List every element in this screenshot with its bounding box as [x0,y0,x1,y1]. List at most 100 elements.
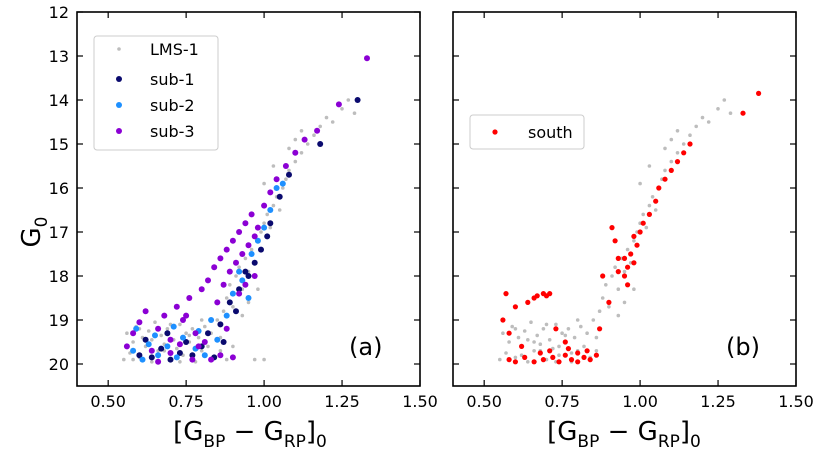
panel-b-point-south [575,359,581,365]
panel-b-x-tick-label: 0.75 [544,392,580,411]
panel-a-point-sub-1 [245,273,252,279]
panel-b: 0.50 0.75 1.00 1.25 1.50 south (b) [GBP − GR… [452,11,814,452]
panel-a-point-sub-1 [189,352,196,359]
panel-a-point-sub-3 [261,202,268,209]
panel-a-point-sub-2 [133,325,140,332]
panel-b-point-background [532,340,536,344]
panel-b-x-tick-label: 1.50 [778,392,814,411]
panel-b-point-south [512,359,519,365]
panel-b-point-background [560,331,564,336]
panel-a-x-label-mid: − G [225,417,283,447]
panel-b-point-south [553,326,559,332]
panel-a-x-tick-label: 1.00 [246,392,282,411]
panel-b-point-background [501,331,505,336]
panel-a-point-sub-3 [183,312,190,319]
panel-a-point-sub-3 [130,330,137,337]
panel-a-point-sub-3 [155,358,162,365]
panel-b-point-south [625,282,631,288]
panel-a-point-lms-1 [131,340,135,344]
panel-a-point-sub-3 [167,336,174,343]
panel-b-legend: south [469,114,585,150]
panel-a-point-lms-1 [178,322,182,327]
panel-b-point-south [612,238,618,244]
panel-b-point-background [669,159,674,164]
panel-b-point-south [547,348,553,354]
panel-a-point-lms-1 [234,274,238,278]
panel-b-point-south [506,357,512,363]
panel-a-point-sub-3 [186,295,193,301]
panel-a-point-sub-2 [201,352,208,359]
panel-b-point-background [638,181,642,186]
panel-b-point-background [529,320,533,325]
panel-b-point-south [500,317,506,323]
panel-a-point-sub-3 [229,237,236,244]
panel-b-point-background [700,115,705,120]
panel-a-point-sub-1 [233,308,239,315]
panel-b-point-south [640,220,646,226]
panel-b-point-south [628,251,634,257]
panel-a-point-lms-1 [175,346,179,351]
panel-a-point-sub-2 [254,237,261,244]
panel-a-point-sub-3 [217,255,224,262]
panel-b-point-south [615,255,621,261]
panel-b-point-south [740,110,746,116]
panel-a-x-label-sub1: BP [203,432,225,452]
panel-b-point-south [621,255,628,261]
panel-b-point-background [604,283,608,287]
panel-b-point-background [616,287,621,292]
panel-a-point-sub-2 [170,323,177,330]
panel-b-point-background [513,327,518,331]
panel-a-point-sub-1 [158,345,165,352]
panel-b-x-tick-label: 1.00 [622,392,658,411]
panel-a-point-sub-3 [211,264,218,271]
panel-b-point-south [634,242,640,248]
panel-b-point-background [613,265,617,270]
panel-a-point-sub-2 [239,277,246,284]
panel-a-point-sub-1 [167,356,174,363]
panel-b-point-south [646,211,653,217]
panel-b-point-background [716,107,720,111]
panel-a-point-lms-1 [346,98,351,102]
panel-b-point-background [644,225,649,230]
panel-a-point-lms-1 [287,146,291,151]
panel-b-point-south [600,273,606,279]
panel-a-point-sub-3 [180,317,186,323]
panel-b-point-background [722,98,727,102]
panel-b-point-south [519,343,525,349]
panel-b-point-south [550,354,556,360]
panel-b-x-label-sub2: RP [658,432,680,452]
panel-a-point-sub-2 [208,317,215,323]
panel-b-point-south [656,185,662,191]
panel-a-point-sub-1 [258,246,264,253]
legend-label-sub-3: sub-3 [150,122,195,141]
panel-a-point-sub-3 [251,233,258,240]
panel-a-point-sub-3 [233,259,239,266]
legend-marker-sub-3 [116,128,122,134]
panel-a-point-sub-3 [192,330,199,337]
panel-a-point-sub-1 [220,339,227,345]
panel-a-point-lms-1 [281,186,285,190]
panel-b-point-background [572,335,577,340]
panel-b-point-south [597,326,603,332]
panel-b-point-south [615,269,621,275]
panel-a-point-sub-2 [279,180,286,187]
y-axis-label: G0 [17,217,52,248]
panel-a-point-sub-3 [242,220,249,227]
panel-b-point-background [569,351,574,355]
panel-b-point-background [513,355,518,360]
panel-b-point-south [547,291,553,297]
panel-a-point-lms-1 [284,177,288,181]
legend-marker-south [492,129,498,135]
panel-a-point-sub-3 [226,268,233,275]
panel-b-point-south [653,198,659,204]
panel-a-point-sub-2 [130,347,137,354]
panel-b-point-background [728,111,733,115]
panel-a-point-lms-1 [256,287,260,292]
panel-a-x-label-sub2: RP [284,432,306,452]
panel-b-point-background [597,309,602,314]
panel-a-point-lms-1 [196,335,201,340]
panel-a-point-sub-1 [286,171,292,178]
panel-a-point-sub-3 [223,246,230,253]
panel-b-point-background [632,287,636,292]
